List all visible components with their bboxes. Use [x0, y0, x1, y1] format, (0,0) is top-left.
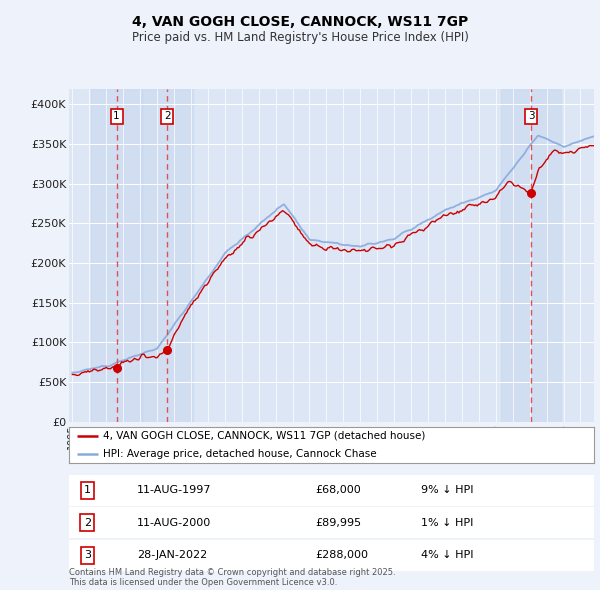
Text: £288,000: £288,000: [316, 550, 369, 560]
Text: Contains HM Land Registry data © Crown copyright and database right 2025.
This d: Contains HM Land Registry data © Crown c…: [69, 568, 395, 587]
Text: 1: 1: [84, 486, 91, 495]
Bar: [502, 88, 560, 422]
Text: 11-AUG-1997: 11-AUG-1997: [137, 486, 212, 495]
Text: £68,000: £68,000: [316, 486, 361, 495]
Text: 28-JAN-2022: 28-JAN-2022: [137, 550, 208, 560]
Text: 4, VAN GOGH CLOSE, CANNOCK, WS11 7GP (detached house): 4, VAN GOGH CLOSE, CANNOCK, WS11 7GP (de…: [103, 431, 425, 441]
Text: 2: 2: [164, 112, 171, 122]
Text: 2: 2: [84, 518, 91, 527]
Text: 3: 3: [84, 550, 91, 560]
Text: 4% ↓ HPI: 4% ↓ HPI: [421, 550, 473, 560]
Text: 1: 1: [113, 112, 120, 122]
Text: HPI: Average price, detached house, Cannock Chase: HPI: Average price, detached house, Cann…: [103, 449, 377, 459]
Text: £89,995: £89,995: [316, 518, 362, 527]
Bar: [91, 88, 142, 422]
Text: 3: 3: [527, 112, 535, 122]
Text: 11-AUG-2000: 11-AUG-2000: [137, 518, 212, 527]
Bar: [142, 88, 193, 422]
Text: 1% ↓ HPI: 1% ↓ HPI: [421, 518, 473, 527]
Text: Price paid vs. HM Land Registry's House Price Index (HPI): Price paid vs. HM Land Registry's House …: [131, 31, 469, 44]
Text: 4, VAN GOGH CLOSE, CANNOCK, WS11 7GP: 4, VAN GOGH CLOSE, CANNOCK, WS11 7GP: [132, 15, 468, 29]
Text: 9% ↓ HPI: 9% ↓ HPI: [421, 486, 473, 495]
